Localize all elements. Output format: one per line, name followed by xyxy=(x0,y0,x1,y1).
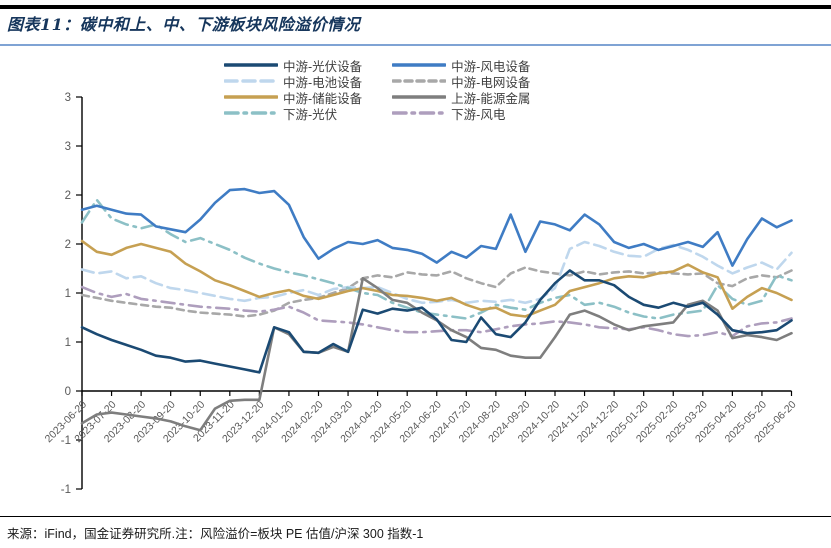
y-tick-label: -1 xyxy=(61,484,71,496)
legend-item: 下游-风电 xyxy=(392,105,530,122)
legend-label: 上游-能源金属 xyxy=(451,91,531,106)
y-tick-label: 2 xyxy=(65,190,71,202)
figure-title: 图表11：碳中和上、中、下游板块风险溢价情况 xyxy=(7,15,361,34)
legend-column: 中游-风电设备 中游-电网设备 上游-能源金属 下游-风电 xyxy=(392,57,531,122)
footer-rule xyxy=(0,516,831,518)
legend-item: 中游-电网设备 xyxy=(392,73,531,90)
y-tick-label: 2 xyxy=(65,239,71,251)
legend-item: 下游-光伏 xyxy=(224,105,362,122)
legend-line-sample xyxy=(392,95,447,99)
legend-item: 中游-光伏设备 xyxy=(224,57,363,74)
legend-item: 上游-能源金属 xyxy=(392,89,531,106)
y-tick-label: 1 xyxy=(65,337,71,349)
legend-line-sample xyxy=(392,79,447,83)
y-tick-label: -1 xyxy=(61,435,71,447)
legend-label: 中游-电网设备 xyxy=(451,75,531,90)
series-line-下游-风电 xyxy=(80,285,793,338)
legend-label: 中游-储能设备 xyxy=(283,91,363,106)
top-rule xyxy=(0,5,831,9)
chart-legend: 中游-光伏设备 中游-电池设备 中游-储能设备 下游-光伏 中游-风电设备 中游-电网设备… xyxy=(224,57,531,122)
legend-column: 中游-光伏设备 中游-电池设备 中游-储能设备 下游-光伏 xyxy=(224,57,363,122)
legend-line-sample xyxy=(224,79,278,83)
series-line-下游-光伏 xyxy=(80,198,793,320)
legend-label: 中游-光伏设备 xyxy=(283,59,363,74)
legend-line-sample xyxy=(392,111,447,115)
source-note: 来源：iFind，国金证券研究所.注：风险溢价=板块 PE 估值/沪深 300 … xyxy=(7,527,424,541)
legend-item: 中游-电池设备 xyxy=(224,73,363,90)
series-line-中游-储能设备 xyxy=(80,239,793,318)
y-tick-label: 3 xyxy=(65,92,71,104)
legend-line-sample xyxy=(224,63,278,67)
y-tick-label: 1 xyxy=(65,288,71,300)
legend-line-sample xyxy=(224,111,278,115)
legend-label: 中游-风电设备 xyxy=(451,59,531,74)
series-line-中游-光伏设备 xyxy=(80,269,793,374)
legend-line-sample xyxy=(224,95,278,99)
legend-line-sample xyxy=(392,63,447,67)
legend-item: 中游-风电设备 xyxy=(392,57,531,74)
series-line-中游-电网设备 xyxy=(80,266,793,318)
legend-label: 下游-风电 xyxy=(451,107,506,122)
y-tick-label: 3 xyxy=(65,141,71,153)
series-line-中游-风电设备 xyxy=(80,187,793,267)
legend-item: 中游-储能设备 xyxy=(224,89,363,106)
legend-label: 下游-光伏 xyxy=(283,107,338,122)
series-line-中游-电池设备 xyxy=(80,240,793,305)
y-tick-label: 0 xyxy=(65,386,71,398)
title-rule xyxy=(0,44,831,46)
legend-label: 中游-电池设备 xyxy=(283,75,363,90)
